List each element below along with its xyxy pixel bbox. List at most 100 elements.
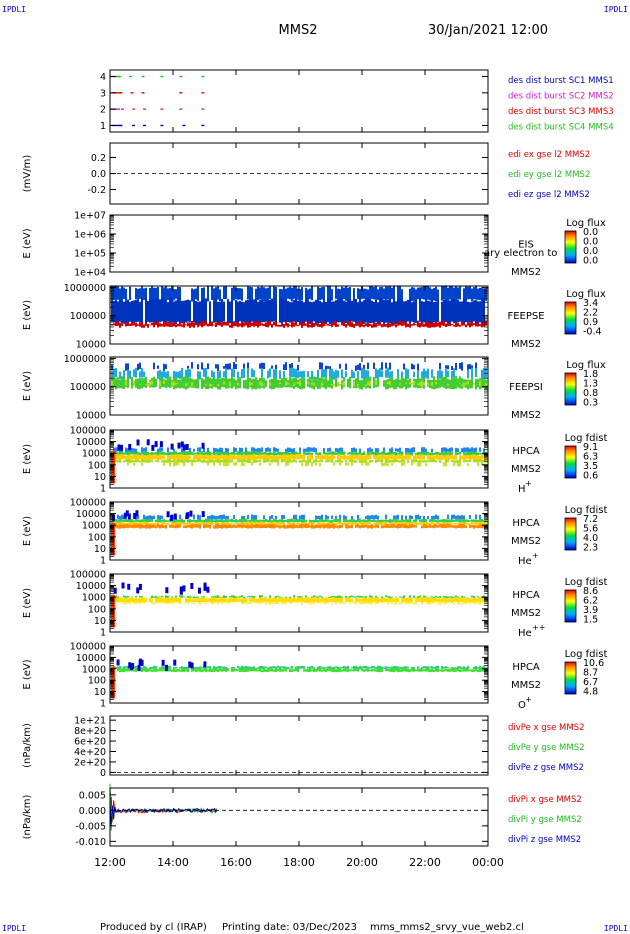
- heatmap-cell-hpca_h-band3: [129, 459, 131, 463]
- heatmap-cell-feepse-band1: [303, 302, 305, 324]
- heatmap-cell-hpca_o-band1: [213, 668, 215, 672]
- heatmap-cell-hpca_h-band0: [251, 447, 253, 452]
- heatmap-cell-hpca_h-band3: [385, 459, 387, 463]
- heatmap-cell-hpca_h-band1: [379, 452, 381, 455]
- heatmap-cell-feepse-band2: [243, 322, 245, 327]
- heatmap-cell-hpca_hepp-band1: [321, 598, 323, 603]
- heatmap-cell-feepsi-band0: [325, 365, 327, 371]
- heatmap-cell-hpca_he-band2: [343, 521, 345, 526]
- heatmap-cell-hpca_h-band2: [423, 455, 425, 460]
- ytick-label-hpca_hepp: 10: [94, 616, 106, 627]
- heatmap-cell-hpca_o-band0: [423, 666, 425, 669]
- heatmap-cell-feepse-band0: [359, 288, 361, 301]
- heatmap-cell-hpca_h-band3: [427, 460, 429, 462]
- heatmap-cell-hpca_h-band1: [369, 452, 371, 455]
- heatmap-cell-feepse-band2: [355, 323, 357, 326]
- heatmap-cell-feepse-band0: [345, 285, 347, 301]
- heatmap-cell-hpca_h-band3: [469, 459, 471, 462]
- ylabel-divpe: (nPa/km): [22, 723, 33, 768]
- heatmap-cell-hpca_h-band2: [365, 454, 367, 460]
- heatmap-cell-hpca_he-band1: [229, 519, 231, 522]
- heatmap-cell-feepse-band1: [125, 300, 127, 324]
- heatmap-cell-hpca_he-band3: [151, 524, 153, 528]
- heatmap-cell-hpca_h-band3: [353, 460, 355, 463]
- heatmap-cell-feepsi-band3: [145, 383, 147, 385]
- heatmap-cell-feepse-band0: [381, 286, 383, 300]
- heatmap-cell-hpca_o-band0: [319, 666, 321, 670]
- heatmap-cell-hpca_he-band3: [197, 524, 199, 528]
- heatmap-cell-hpca_h-band2: [317, 454, 319, 460]
- ytick-label-divpe: 0: [100, 768, 106, 779]
- heatmap-cell-hpca_h-band2: [369, 454, 371, 460]
- heatmap-cell-hpca_he-band0: [409, 515, 411, 520]
- heatmap-cell-hpca_o-band1: [119, 669, 121, 673]
- heatmap-cell-hpca_h-band1: [245, 451, 247, 456]
- heatmap-cell-hpca_he-band3: [359, 525, 361, 529]
- heatmap-cell-feepse-band2: [401, 321, 403, 326]
- heatmap-cell-hpca_h-band1: [237, 451, 239, 456]
- heatmap-cell-feepse-band2: [229, 324, 231, 328]
- heatmap-cell-hpca_h-band1: [275, 452, 277, 456]
- heatmap-cell-hpca_he-band2: [161, 521, 163, 526]
- heatmap-cell-feepse-band2: [157, 321, 159, 328]
- heatmap-cell-feepsi-band0: [459, 362, 461, 369]
- heatmap-cell-feepse-band2: [397, 321, 399, 326]
- heatmap-cell-hpca_he-band3: [249, 525, 251, 529]
- heatmap-cell-feepse-band0: [441, 286, 443, 301]
- heatmap-cell-hpca_h-band3: [473, 459, 475, 463]
- heatmap-cell-feepse-band1: [453, 299, 455, 324]
- heatmap-cell-hpca_o-band1: [125, 668, 127, 672]
- heatmap-cell-hpca_he-band2: [341, 522, 343, 525]
- heatmap-cell-feepse-band0: [211, 285, 213, 300]
- heatmap-cell-hpca_hepp-band1: [379, 598, 381, 602]
- heatmap-cell-hpca_h-band0: [335, 447, 337, 452]
- heatmap-cell-feepsi-band2: [179, 379, 181, 389]
- heatmap-cell-hpca_hepp-band0: [231, 595, 233, 599]
- heatmap-cell-hpca_he-band3: [213, 525, 215, 529]
- heatmap-cell-feepsi-band0: [233, 361, 235, 370]
- heatmap-cell-hpca_he-band3: [299, 524, 301, 529]
- heatmap-cell-hpca_h-band3: [215, 459, 217, 463]
- heatmap-cell-hpca_o-band1: [255, 668, 257, 672]
- heatmap-cell-feepse-band1: [123, 301, 125, 324]
- heatmap-cell-feepse-band0: [463, 288, 465, 300]
- heatmap-cell-hpca_he-band2: [439, 522, 441, 525]
- heatmap-cell-hpca_hepp-band1: [317, 597, 319, 603]
- heatmap-cell-hpca_he-band1: [143, 519, 145, 522]
- heatmap-cell-hpca_he-band1: [167, 520, 169, 522]
- heatmap-cell-hpca_he-band2: [219, 523, 221, 525]
- heatmap-cell-hpca_h-band3: [175, 460, 177, 463]
- heatmap-cell-feepse-band0: [231, 287, 233, 301]
- heatmap-cell-feepsi-band1: [407, 369, 409, 379]
- heatmap-cell-hpca_he-band3: [219, 524, 221, 528]
- heatmap-cell-feepse-band2: [457, 322, 459, 327]
- heatmap-cell-hpca_he-band1: [241, 518, 243, 523]
- heatmap-cell-hpca_he-band0: [303, 514, 305, 520]
- heatmap-cell-feepse-band2: [289, 324, 291, 326]
- heatmap-cell-hpca_he-band1: [431, 518, 433, 522]
- heatmap-cell-hpca_he-band1: [113, 519, 115, 523]
- heatmap-cell-hpca_h-band0: [305, 448, 307, 452]
- heatmap-cell-hpca_h-band4: [163, 462, 165, 466]
- heatmap-cell-hpca_he-band3: [287, 524, 289, 529]
- heatmap-cell-hpca_hepp-band1: [455, 597, 457, 603]
- heatmap-cell-hpca_o-band1: [143, 668, 145, 672]
- heatmap-cell-feepse-band1: [149, 299, 151, 323]
- heatmap-cell-hpca_he-band2: [117, 522, 119, 525]
- heatmap-cell-feepsi-band1: [213, 371, 215, 380]
- heatmap-cell-hpca_h-band2: [193, 454, 195, 460]
- heatmap-cell-hpca_h-band1: [337, 451, 339, 455]
- heatmap-cell-feepsi-band3: [333, 383, 335, 386]
- heatmap-cell-hpca_h-band1: [205, 451, 207, 455]
- heatmap-cell-hpca_h-band3: [253, 458, 255, 463]
- heatmap-cell-hpca_o-band1: [291, 669, 293, 672]
- heatmap-cell-hpca_h-band3: [379, 459, 381, 462]
- heatmap-cell-feepse-band2: [363, 324, 365, 328]
- spacecraft-label-hpca_o: MMS2: [511, 680, 541, 691]
- heatmap-cell-hpca_hepp-band1: [259, 597, 261, 603]
- ytick-label-feepsi: 1000000: [64, 354, 106, 365]
- instrument-label-hpca_he: HPCA: [512, 518, 540, 529]
- heatmap-cell-feepsi-band2: [407, 379, 409, 389]
- heatmap-cell-hpca_he-burst: [135, 510, 139, 517]
